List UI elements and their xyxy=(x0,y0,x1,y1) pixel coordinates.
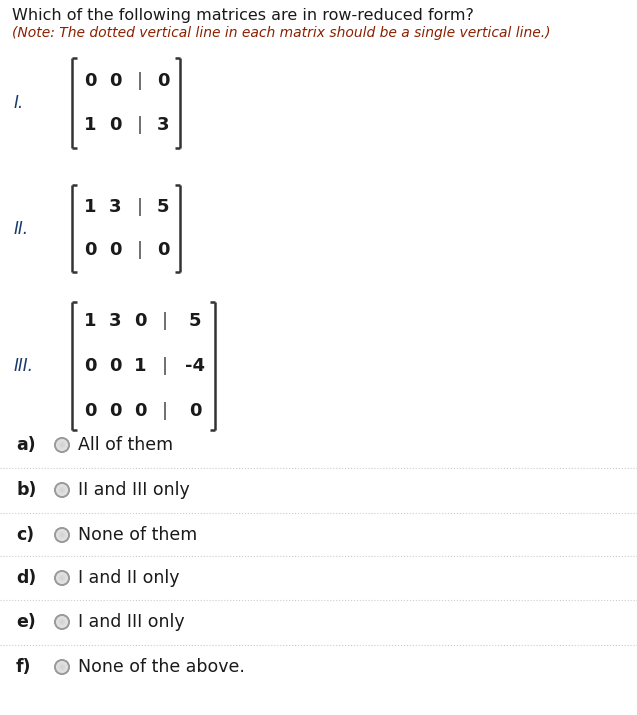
Text: |: | xyxy=(162,402,168,420)
Text: 3: 3 xyxy=(157,117,169,134)
Text: I and II only: I and II only xyxy=(78,569,180,587)
Text: 0: 0 xyxy=(157,72,169,89)
Text: 0: 0 xyxy=(109,72,121,89)
Text: (Note: The dotted vertical line in each matrix should be a single vertical line.: (Note: The dotted vertical line in each … xyxy=(12,26,550,40)
Text: II and III only: II and III only xyxy=(78,481,190,499)
Text: 0: 0 xyxy=(83,72,96,89)
Text: None of them: None of them xyxy=(78,526,197,544)
Circle shape xyxy=(56,439,68,451)
Text: a): a) xyxy=(16,436,36,454)
Text: d): d) xyxy=(16,569,36,587)
Text: b): b) xyxy=(16,481,36,499)
Text: 1: 1 xyxy=(83,312,96,330)
Text: -4: -4 xyxy=(185,357,205,375)
Text: 5: 5 xyxy=(157,198,169,216)
Text: e): e) xyxy=(16,613,36,631)
Text: All of them: All of them xyxy=(78,436,173,454)
Text: 0: 0 xyxy=(83,402,96,420)
Text: 0: 0 xyxy=(189,402,201,420)
Text: 3: 3 xyxy=(109,312,121,330)
Text: 1: 1 xyxy=(83,198,96,216)
Text: Which of the following matrices are in row-reduced form?: Which of the following matrices are in r… xyxy=(12,8,474,23)
Text: 1: 1 xyxy=(83,117,96,134)
Circle shape xyxy=(56,661,68,673)
Text: |: | xyxy=(137,241,143,260)
Text: |: | xyxy=(137,198,143,216)
Text: |: | xyxy=(137,117,143,134)
Text: 0: 0 xyxy=(109,241,121,260)
Text: None of the above.: None of the above. xyxy=(78,658,245,676)
Text: 0: 0 xyxy=(83,357,96,375)
Text: |: | xyxy=(137,72,143,89)
Text: 0: 0 xyxy=(109,357,121,375)
Text: 0: 0 xyxy=(83,241,96,260)
Text: 0: 0 xyxy=(134,402,147,420)
Text: II.: II. xyxy=(14,220,29,237)
Text: I and III only: I and III only xyxy=(78,613,185,631)
Text: 1: 1 xyxy=(134,357,147,375)
Text: c): c) xyxy=(16,526,34,544)
Circle shape xyxy=(56,484,68,496)
Text: 0: 0 xyxy=(109,117,121,134)
Circle shape xyxy=(56,616,68,628)
Text: I.: I. xyxy=(14,94,24,112)
Text: 0: 0 xyxy=(157,241,169,260)
Text: f): f) xyxy=(16,658,31,676)
Text: 0: 0 xyxy=(134,312,147,330)
Text: III.: III. xyxy=(14,357,34,375)
Text: 0: 0 xyxy=(109,402,121,420)
Text: |: | xyxy=(162,312,168,330)
Circle shape xyxy=(56,529,68,541)
Text: 3: 3 xyxy=(109,198,121,216)
Circle shape xyxy=(56,572,68,584)
Text: 5: 5 xyxy=(189,312,201,330)
Text: |: | xyxy=(162,357,168,375)
